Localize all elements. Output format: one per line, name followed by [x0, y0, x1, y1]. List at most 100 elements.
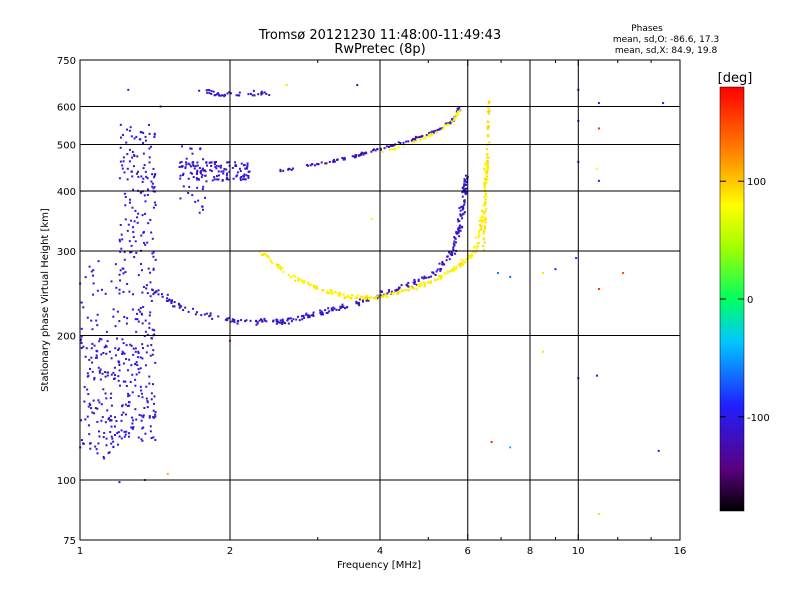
- data-point: [343, 307, 346, 310]
- data-point: [119, 279, 122, 282]
- data-point: [265, 92, 268, 95]
- data-point: [100, 403, 103, 406]
- data-point: [146, 241, 149, 244]
- data-point: [142, 414, 145, 417]
- data-point: [282, 321, 285, 324]
- data-point: [122, 380, 125, 383]
- data-point: [127, 435, 130, 438]
- data-point: [243, 178, 246, 181]
- data-point: [409, 286, 412, 289]
- data-point: [277, 264, 280, 267]
- data-point: [117, 360, 120, 363]
- data-point: [436, 128, 439, 131]
- data-point: [118, 435, 121, 438]
- data-point: [170, 299, 173, 302]
- data-point: [453, 268, 456, 271]
- data-point: [312, 311, 315, 314]
- data-point: [277, 266, 280, 269]
- data-point: [128, 148, 131, 151]
- data-point: [246, 164, 249, 167]
- data-point: [80, 301, 83, 304]
- data-point: [247, 170, 250, 173]
- data-point: [136, 364, 139, 367]
- data-point: [260, 91, 263, 94]
- data-point: [121, 238, 124, 241]
- data-point: [457, 231, 460, 234]
- data-point: [189, 165, 192, 168]
- data-point: [122, 411, 125, 414]
- data-point: [238, 91, 241, 94]
- data-point: [233, 318, 236, 321]
- data-point: [480, 226, 483, 229]
- data-point: [135, 312, 138, 315]
- data-point: [595, 167, 598, 170]
- data-point: [360, 153, 363, 156]
- data-point: [122, 267, 125, 270]
- data-point: [149, 218, 152, 221]
- data-point: [226, 319, 229, 322]
- data-point: [330, 293, 333, 296]
- y-tick-label: 200: [57, 332, 76, 343]
- data-point: [484, 217, 487, 220]
- data-point: [423, 136, 426, 139]
- data-point: [130, 364, 133, 367]
- data-point: [148, 132, 151, 135]
- data-point: [427, 132, 430, 135]
- data-point: [132, 165, 135, 168]
- data-point: [288, 167, 291, 170]
- data-point: [130, 251, 133, 254]
- data-point: [130, 170, 133, 173]
- data-point: [461, 217, 464, 220]
- data-point: [132, 226, 135, 229]
- data-point: [219, 166, 222, 169]
- data-point: [414, 138, 417, 141]
- data-point: [86, 415, 89, 418]
- data-point: [226, 161, 229, 164]
- data-point: [143, 164, 146, 167]
- data-point: [416, 284, 419, 287]
- data-point: [124, 271, 127, 274]
- data-point: [320, 161, 323, 164]
- data-point: [355, 154, 358, 157]
- data-point: [452, 248, 455, 251]
- data-point: [130, 135, 133, 138]
- data-point: [342, 306, 345, 309]
- data-point: [104, 375, 107, 378]
- data-point: [123, 251, 126, 254]
- data-point: [146, 400, 149, 403]
- data-point: [483, 212, 486, 215]
- data-point: [386, 292, 389, 295]
- data-point: [140, 175, 143, 178]
- data-point: [216, 178, 219, 181]
- data-point: [180, 165, 183, 168]
- data-point: [391, 144, 394, 147]
- data-point: [468, 256, 471, 259]
- data-point: [413, 278, 416, 281]
- data-point: [463, 203, 466, 206]
- data-point: [122, 156, 125, 159]
- data-point: [154, 439, 157, 442]
- data-point: [228, 316, 231, 319]
- data-point: [226, 317, 229, 320]
- data-point: [97, 366, 100, 369]
- data-point: [115, 354, 118, 357]
- data-point: [123, 171, 126, 174]
- data-point: [440, 274, 443, 277]
- data-point: [141, 347, 144, 350]
- data-point: [139, 356, 142, 359]
- data-point: [236, 174, 239, 177]
- data-point: [392, 291, 395, 294]
- data-point: [377, 295, 380, 298]
- data-point: [153, 333, 156, 336]
- data-point: [339, 307, 342, 310]
- data-point: [427, 276, 430, 279]
- data-point: [261, 319, 264, 322]
- data-point: [450, 251, 453, 254]
- data-point: [92, 399, 95, 402]
- data-point: [319, 309, 322, 312]
- data-point: [268, 94, 271, 97]
- data-point: [96, 420, 99, 423]
- data-point: [223, 94, 226, 97]
- data-point: [137, 274, 140, 277]
- data-point: [417, 278, 420, 281]
